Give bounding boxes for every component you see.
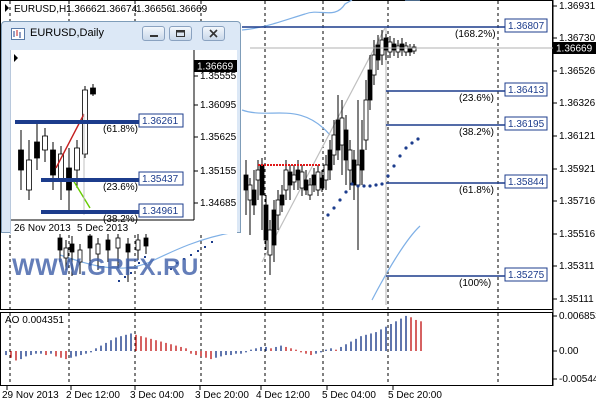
time-label: 3 Dec 20:00 (195, 390, 249, 400)
time-label: 5 Dec 20:00 (388, 390, 442, 400)
ohlc-open: 1.36662 (66, 4, 103, 15)
time-axis: 29 Nov 2013 2 Dec 12:00 3 Dec 04:00 3 Dec 2… (2, 386, 442, 400)
time-label: 3 Dec 04:00 (130, 390, 184, 400)
fib-price: 1.36807 (508, 21, 545, 32)
price-tick: 1.35516 (559, 229, 596, 240)
indicator-tick-min: -0.005441 (559, 374, 596, 385)
inset-current-price: 1.36669 (197, 62, 234, 73)
fib-price: 1.35275 (508, 270, 545, 281)
inset-expand-triangle-icon (14, 54, 18, 62)
parabolic-sar (118, 137, 420, 282)
restore-icon (176, 30, 185, 37)
inset-level-pct: (23.6%) (103, 182, 138, 193)
price-tick: 1.36326 (559, 98, 596, 109)
awesome-oscillator (5, 315, 422, 361)
fib-pct: (100%) (459, 278, 491, 289)
daily-chart-window[interactable]: EURUSD,Daily 1.36261 (61.8%) 1.35437 (23.6%… (1, 21, 241, 234)
price-tick: 1.35716 (559, 196, 596, 207)
inset-price-tick: 1.36095 (200, 100, 237, 111)
price-tick: 1.35311 (559, 261, 595, 272)
daily-plot-area: 1.36261 (61.8%) 1.35437 (23.6%) 1.34961 (38.2… (10, 50, 237, 234)
inset-time-label-1: 5 Dec 2013 (77, 223, 129, 234)
fib-pct: (61.8%) (459, 185, 494, 196)
ohlc-low: 1.36656 (136, 4, 173, 15)
daily-chart: 1.36261 (61.8%) 1.35437 (23.6%) 1.34961 (38.2… (11, 50, 237, 234)
fib-price: 1.35844 (508, 177, 545, 188)
fib-pct: (38.2%) (459, 127, 494, 138)
fib-pct: (168.2%) (455, 29, 496, 40)
inset-fib-levels: 1.36261 (61.8%) 1.35437 (23.6%) 1.34961 (38.2… (15, 113, 184, 225)
inset-current-price-tag (194, 60, 237, 72)
inset-price-tick: 1.35625 (200, 132, 237, 143)
mid-band-left (241, 109, 331, 136)
time-label: 5 Dec 04:00 (322, 390, 376, 400)
time-label: 2 Dec 12:00 (66, 390, 120, 400)
expand-triangle-icon (5, 4, 9, 12)
fib-price: 1.36413 (508, 85, 545, 96)
fib-pct: (23.6%) (459, 93, 494, 104)
inset-candlesticks (18, 84, 96, 215)
inset-price-tick: 1.34685 (200, 198, 237, 209)
fib-price: 1.36195 (508, 119, 545, 130)
current-price-tag (553, 42, 596, 54)
price-tick: 1.36931 (559, 1, 596, 12)
restore-button[interactable] (169, 26, 192, 41)
window-title: EURUSD,Daily (30, 27, 104, 39)
inset-level-pct: (38.2%) (103, 214, 138, 225)
minimize-button[interactable] (142, 26, 165, 41)
chart-window-icon (11, 28, 25, 40)
minimize-icon (150, 35, 158, 37)
price-axis: 1.36931 1.36730 1.36526 1.36326 1.36121 1.359… (553, 1, 596, 305)
bollinger-bands (59, 0, 421, 305)
indicator-label: AO 0.004351 (5, 315, 64, 326)
inset-price-axis: 1.35555 1.36095 1.35625 1.35155 1.34685 (194, 71, 237, 209)
inset-level-price: 1.34961 (142, 206, 179, 217)
chart-header: EURUSD,H1 1.36662 1.36674 1.36656 1.3666… (5, 4, 208, 15)
inset-time-label-0: 26 Nov 2013 (14, 223, 71, 234)
price-tick: 1.36526 (559, 66, 596, 77)
indicator-axis: 0.006853 0.00 -0.005441 (553, 311, 596, 385)
window-titlebar[interactable]: EURUSD,Daily (2, 22, 240, 46)
inset-level-price: 1.36261 (142, 116, 179, 127)
ohlc-close: 1.36669 (171, 4, 208, 15)
fibonacci-levels: 1.36807 (168.2%) 1.36413 (23.6%) 1.36195 (38.… (242, 18, 548, 289)
symbol-label: EURUSD,H1 (14, 4, 72, 15)
inset-price-tick: 1.35555 (200, 71, 237, 82)
inset-price-tick: 1.35155 (200, 166, 237, 177)
period-separators (9, 1, 499, 385)
lower-band (59, 231, 236, 269)
inset-level-price: 1.35437 (142, 174, 179, 185)
time-label: 29 Nov 2013 (2, 390, 59, 400)
inset-level-pct: (61.8%) (103, 124, 138, 135)
indicator-tick-zero: 0.00 (559, 346, 579, 357)
price-tick: 1.36730 (559, 33, 596, 44)
upper-band (241, 0, 353, 31)
price-tick: 1.35921 (559, 164, 596, 175)
lower-band-right (371, 225, 421, 301)
current-price-value: 1.36669 (556, 44, 593, 55)
candlesticks (57, 30, 417, 282)
close-icon (209, 29, 218, 38)
trend-line (261, 27, 386, 263)
indicator-tick-max: 0.006853 (559, 311, 596, 322)
time-label: 4 Dec 12:00 (256, 390, 310, 400)
price-tick: 1.35111 (559, 294, 594, 305)
price-tick: 1.36121 (559, 131, 596, 142)
ohlc-high: 1.36674 (101, 4, 138, 15)
close-button[interactable] (202, 26, 225, 41)
watermark: WWW.GRFX.RU (12, 254, 199, 281)
